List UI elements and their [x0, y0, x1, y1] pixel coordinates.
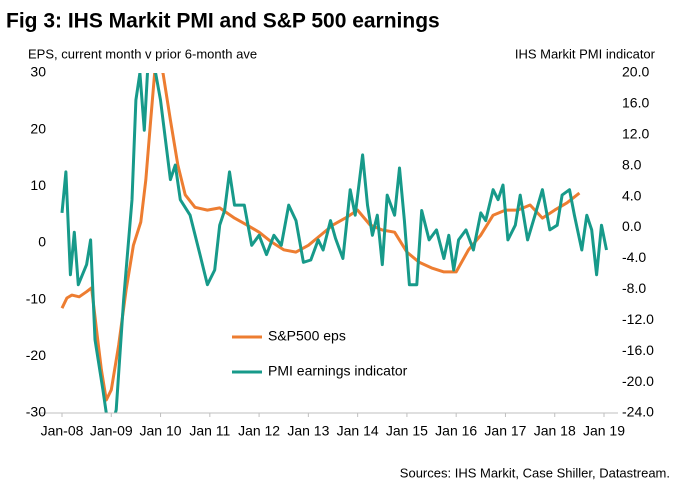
- y-tick-label: -20: [26, 347, 46, 363]
- x-tick-label: Jan-08: [41, 423, 84, 439]
- x-tick-label: Jan 12: [238, 423, 280, 439]
- y2-tick-label: 8.0: [622, 156, 642, 172]
- y2-tick-label: 16.0: [622, 95, 649, 111]
- x-tick-label: Jan 17: [484, 423, 526, 439]
- y2-tick-label: -16.0: [622, 342, 654, 358]
- series-line: [60, 73, 581, 402]
- y2-tick-label: -8.0: [622, 280, 646, 296]
- x-tick-label: Jan-09: [90, 423, 133, 439]
- y2-tick-label: -12.0: [622, 311, 654, 327]
- y2-tick-label: -24.0: [622, 404, 654, 420]
- y2-tick-label: 0.0: [622, 218, 642, 234]
- y2-tick-label: -4.0: [622, 249, 646, 265]
- y2-tick-label: -20.0: [622, 373, 654, 389]
- y-axis-label: EPS, current month v prior 6-month ave: [28, 46, 257, 61]
- y2-tick-label: 12.0: [622, 126, 649, 142]
- x-tick-label: Jan 15: [386, 423, 428, 439]
- y-tick-label: 0: [38, 234, 46, 250]
- legend-label: S&P500 eps: [268, 328, 346, 344]
- plot-area: [60, 73, 608, 413]
- y-tick-label: 10: [30, 177, 46, 193]
- y2-axis-label: IHS Markit PMI indicator: [515, 46, 656, 61]
- source-note: Sources: IHS Markit, Case Shiller, Datas…: [400, 465, 670, 480]
- x-tick-label: Jan 11: [189, 423, 230, 439]
- x-tick-label: Jan 18: [534, 423, 576, 439]
- y2-tick-label: 4.0: [622, 187, 642, 203]
- x-tick-label: Jan 10: [140, 423, 182, 439]
- chart-title: Fig 3: IHS Markit PMI and S&P 500 earnin…: [6, 10, 440, 33]
- y2-tick-label: 20.0: [622, 64, 649, 80]
- x-tick-label: Jan 19: [583, 423, 625, 439]
- y-tick-label: 30: [30, 64, 46, 80]
- y-tick-label: 20: [30, 120, 46, 136]
- legend-label: PMI earnings indicator: [268, 363, 408, 379]
- x-tick-label: Jan 16: [435, 423, 477, 439]
- series-line: [60, 73, 608, 413]
- x-tick-label: Jan 14: [337, 423, 379, 439]
- x-tick-label: Jan 13: [287, 423, 329, 439]
- y-tick-label: -10: [26, 290, 46, 306]
- y-tick-label: -30: [26, 404, 46, 420]
